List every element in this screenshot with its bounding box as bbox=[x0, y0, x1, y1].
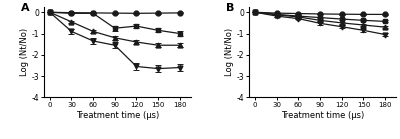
Text: B: B bbox=[226, 3, 234, 13]
Text: A: A bbox=[20, 3, 29, 13]
X-axis label: Treatment time (μs): Treatment time (μs) bbox=[281, 111, 364, 120]
X-axis label: Treatment time (μs): Treatment time (μs) bbox=[76, 111, 159, 120]
Y-axis label: Log (Nt/No): Log (Nt/No) bbox=[20, 28, 29, 76]
Y-axis label: Log (Nt/No): Log (Nt/No) bbox=[225, 28, 234, 76]
